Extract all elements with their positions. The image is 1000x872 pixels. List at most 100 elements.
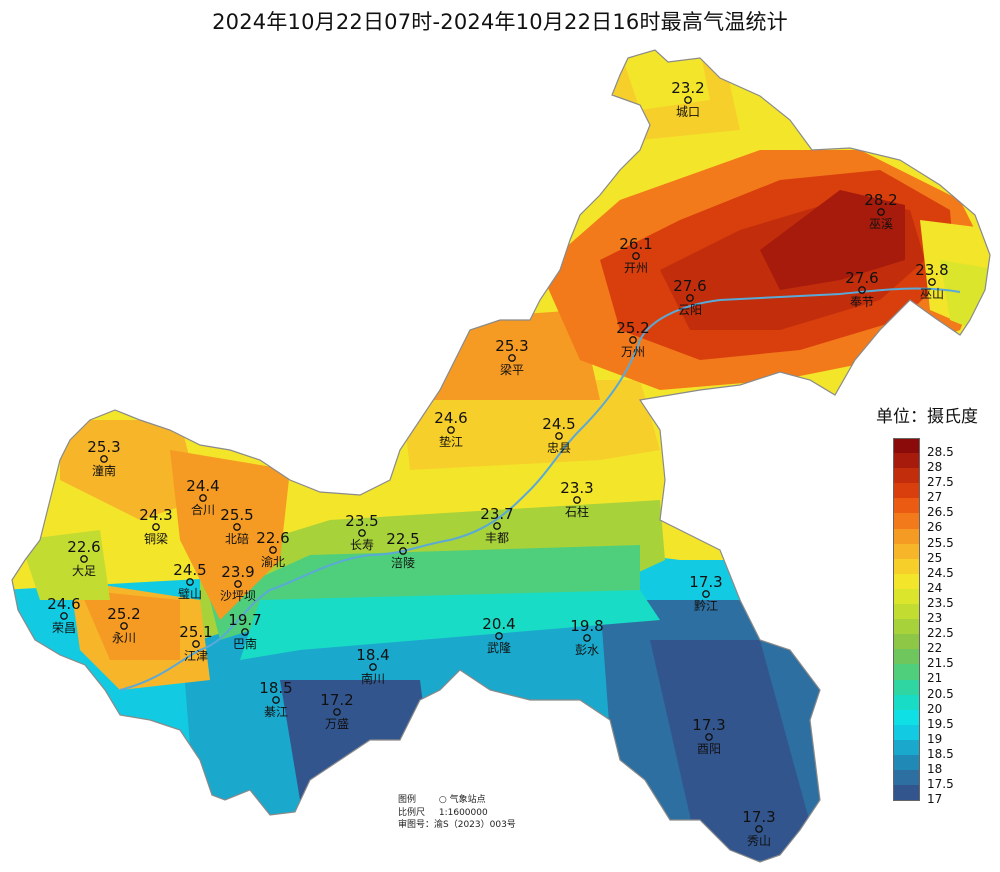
map-info-legend-row: 图例 ○ 气象站点 [398,794,516,807]
legend-swatch [893,634,920,650]
legend-row: 28 [893,453,1000,474]
station-marker: 19.8 彭水 [570,617,603,657]
legend-swatch [893,438,920,454]
legend-border-bottom [893,800,920,802]
station-name: 巴南 [233,636,257,651]
station-name: 铜梁 [144,531,168,546]
map-info-review-label: 审图号： [398,820,435,830]
station-name: 云阳 [678,303,702,317]
legend-row: 24 [893,573,1000,595]
station-dot [877,208,885,216]
station-marker: 20.4 武隆 [482,615,515,655]
station-dot [272,696,280,704]
station-name: 江津 [184,649,208,663]
station-marker: 23.3 石柱 [560,479,593,519]
station-marker: 23.8 巫山 [915,261,948,301]
station-marker: 27.6 奉节 [845,269,878,309]
station-value: 27.6 [845,269,878,287]
station-name: 忠县 [547,441,571,455]
station-value: 23.8 [915,261,948,279]
map-title: 2024年10月22日07时-2024年10月22日16时最高气温统计 [212,10,788,34]
station-dot [508,354,516,362]
station-value: 23.3 [560,479,593,497]
legend-label: 20.5 [927,686,954,701]
station-marker: 28.2 巫溪 [864,191,897,231]
station-value: 23.9 [221,563,254,581]
station-value: 17.3 [742,808,775,826]
station-name: 开州 [624,261,648,275]
map-info-scale-row: 比例尺 1:1600000 [398,807,516,820]
legend-swatch [893,604,920,620]
map-info-station-label: 气象站点 [449,795,486,805]
legend-label: 22.5 [927,626,954,641]
legend-row: 28.5 [893,438,1000,459]
legend-row: 17 [893,785,1000,806]
legend-label: 27.5 [927,475,954,490]
river [119,287,961,691]
station-marker: 25.3 潼南 [87,438,120,478]
legend-row: 17.5 [893,770,1000,791]
station-name: 石柱 [565,504,589,519]
legend-swatch [893,468,920,484]
station-value: 17.2 [320,691,353,709]
station-value: 19.7 [228,611,261,629]
station-name: 武隆 [487,640,511,655]
legend-label: 26 [927,520,943,535]
legend-label: 19.5 [927,716,954,731]
legend-border-top [893,438,920,439]
legend-swatch [893,739,920,755]
station-dot [755,825,763,833]
legend-row: 20.5 [893,679,1000,701]
legend-swatch [893,483,920,499]
station-dot [233,523,241,531]
station-marker: 22.6 大足 [67,538,100,578]
station-value: 24.3 [139,506,172,524]
station-name: 北碚 [225,531,249,546]
station-value: 23.2 [671,79,704,97]
station-value: 25.5 [220,506,253,524]
station-dot [241,628,249,636]
station-value: 22.6 [256,529,289,547]
legend-swatch [893,754,920,771]
station-dot [555,432,563,440]
station-dot [629,336,637,344]
station-marker: 25.1 江津 [179,623,212,663]
legend-row: 19.5 [893,709,1000,731]
station-dot [60,612,68,620]
legend-label: 26.5 [927,505,954,520]
station-dot [234,580,242,588]
station-value: 22.6 [67,538,100,556]
station-value: 26.1 [619,235,652,253]
legend-label: 22 [927,641,943,656]
legend-row: 27 [893,483,1000,504]
station-value: 17.3 [689,573,722,591]
legend: 28.5 28 27.5 27 26.5 26 25.5 25 24.5 24 23.5 23 22.5… [893,438,1000,806]
station-marker: 22.6 渝北 [256,529,289,569]
station-marker: 23.9 沙坪坝 [220,563,256,603]
station-name: 城口 [676,105,700,119]
legend-swatch [893,649,920,665]
station-marker: 23.5 长寿 [345,512,378,552]
station-layer: 23.2 城口 28.2 巫溪 26.1 开州 27.6 云阳 27.6 奉节 23.8 巫山 25.2… [47,79,948,848]
station-value: 20.4 [482,615,515,633]
legend-swatch [893,528,920,544]
legend-swatch [893,709,920,725]
station-marker: 25.2 万州 [616,319,649,359]
station-name: 合川 [191,502,215,517]
legend-swatch [893,785,920,801]
station-name: 垫江 [439,434,463,449]
station-marker: 25.2 永川 [107,605,140,645]
station-marker: 24.4 合川 [186,477,219,517]
station-name: 奉节 [850,295,874,309]
station-value: 25.3 [495,337,528,355]
station-marker: 24.5 璧山 [173,561,206,601]
station-dot [447,426,455,434]
map-info-review-row: 审图号：渝S（2023）003号 [398,819,516,832]
station-value: 19.8 [570,617,603,635]
station-name: 南川 [361,671,385,686]
station-value: 24.5 [542,415,575,433]
station-marker: 24.6 荣昌 [47,595,80,635]
legend-swatch [893,498,920,514]
station-marker: 26.1 开州 [619,235,652,275]
